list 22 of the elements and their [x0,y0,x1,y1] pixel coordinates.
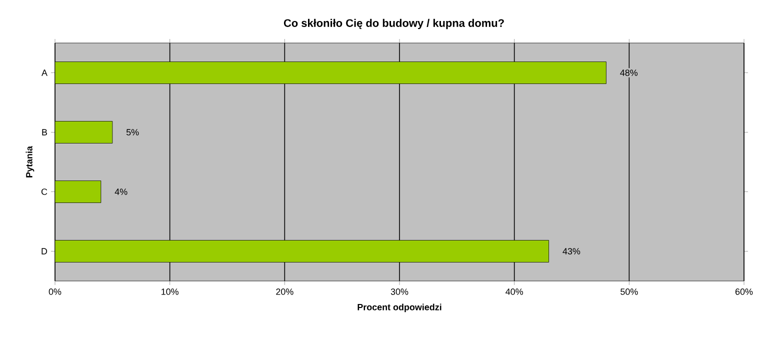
y-axis-title: Pytania [26,146,34,178]
chart-title: Co skłoniło Cię do budowy / kupna domu? [284,18,504,30]
data-label: 43% [562,248,580,254]
x-axis-title: Procent odpowiedzi [358,304,442,312]
bar [55,240,549,262]
x-tick-label: 50% [620,288,638,295]
data-label: 5% [126,129,139,136]
bar [55,180,102,203]
data-label: 4% [114,188,128,195]
x-tick-label: 30% [390,288,408,295]
y-tick-label: B [42,129,48,136]
bar [55,121,113,144]
x-tick-label: 60% [735,288,753,295]
x-tick-label: 40% [506,288,523,295]
y-tick-label: A [42,70,48,76]
bar [55,62,606,84]
x-tick-label: 20% [276,288,294,295]
y-tick-label: C [41,188,48,195]
y-tick-label: D [42,248,48,254]
x-tick-label: 0% [48,288,62,295]
data-label: 48% [620,70,638,76]
x-tick-label: 10% [162,288,178,295]
